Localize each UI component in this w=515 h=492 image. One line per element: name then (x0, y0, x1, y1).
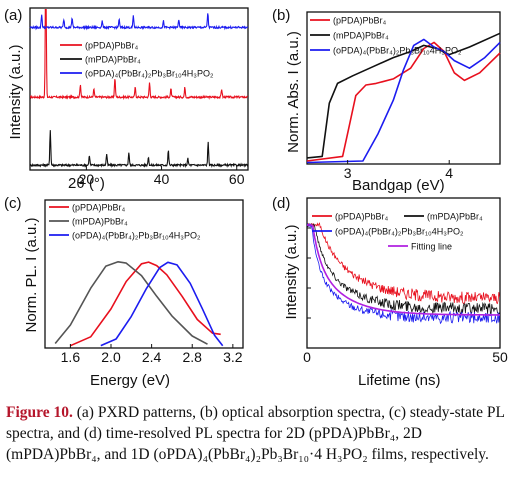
panel-a-x-tick-label: 40 (154, 171, 170, 187)
panel-a-series-line (29, 9, 248, 101)
panel-b-legend-entry: (pPDA)PbBr₄ (333, 16, 387, 26)
panel-c-frame (44, 199, 244, 349)
figure-caption: Figure 10. (a) PXRD patterns, (b) optica… (6, 402, 509, 465)
panel-d-series-line (306, 223, 500, 325)
panel-a-ylabel: Intensity (a.u.) (7, 44, 24, 139)
panel-c-x-tick-label: 3.2 (223, 349, 243, 365)
panel-b-legend-entry: (mPDA)PbBr₄ (333, 31, 389, 41)
panel-b-x-tick-label: 3 (344, 165, 352, 181)
panel-d-legend-entry: Fitting line (411, 242, 452, 252)
panel-b-label: (b) (272, 7, 290, 24)
panel-a-x-tick-label: 60 (229, 171, 245, 187)
panel-b-xlabel: Bandgap (eV) (352, 177, 445, 194)
panel-c-label: (c) (4, 195, 22, 212)
panel-a-frame (29, 7, 249, 171)
panel-d-x-tick-label: 0 (303, 349, 311, 365)
panel-a-legend-entry: (oPDA)₄(PbBr₄)₂Pb₃Br₁₀4H₃PO₂ (85, 69, 214, 79)
panel-a-x-tick-label: 20 (79, 171, 95, 187)
panel-a-label: (a) (4, 7, 22, 24)
panel-c-x-tick-label: 1.6 (61, 349, 81, 365)
panel-d-series-line (307, 224, 500, 316)
panel-d-xlabel: Lifetime (ns) (358, 372, 441, 389)
panel-d-series-line (306, 223, 500, 315)
panel-a-series-line (29, 13, 249, 31)
panel-b-series-line (306, 32, 501, 159)
panel-d-legend-entry: (mPDA)PbBr₄ (427, 212, 483, 222)
panel-b-series-line (306, 41, 501, 162)
caption-label: Figure 10. (6, 404, 73, 421)
panel-b-x-tick-label: 4 (445, 165, 453, 181)
panel-d-x-tick-label: 50 (492, 349, 508, 365)
panel-c-legend-entry: (pPDA)PbBr₄ (72, 203, 126, 213)
caption-text: (a) PXRD patterns, (b) optical absorptio… (6, 404, 505, 463)
panel-c-series-line (100, 261, 224, 347)
panel-c-legend-entry: (oPDA)₄(PbBr₄)₂Pb₃Br₁₀4H₃PO₂ (72, 231, 201, 241)
panel-d-series-line (306, 222, 500, 305)
panel-b-frame (306, 11, 501, 165)
panel-d-frame (306, 197, 501, 349)
panel-c-series-line (70, 261, 221, 347)
panel-c-series-line (54, 260, 208, 345)
panel-b-series-line (306, 38, 501, 164)
panel-a-xlabel: 2θ (°) (68, 175, 105, 192)
panel-d-legend-entry: (pPDA)PbBr₄ (335, 212, 389, 222)
panel-c-xlabel: Energy (eV) (90, 372, 170, 389)
panel-b-ylabel: Norm. Abs. I (a.u.) (285, 31, 302, 153)
panel-c-ylabel: Norm. PL. I (a.u.) (23, 217, 40, 332)
panel-c-x-tick-label: 2.8 (182, 349, 202, 365)
panel-a-series-line (29, 130, 249, 169)
panel-c-x-tick-label: 2.0 (101, 349, 121, 365)
panel-c-x-tick-label: 2.4 (142, 349, 162, 365)
panel-a-legend-entry: (pPDA)PbBr₄ (85, 41, 139, 51)
panel-c-legend-entry: (mPDA)PbBr₄ (72, 217, 128, 227)
panel-a-legend-entry: (mPDA)PbBr₄ (85, 55, 141, 65)
panel-d-legend-entry: (oPDA)₄(PbBr₄)₂Pb₃Br₁₀4H₃PO₂ (335, 227, 464, 237)
panel-b-legend-entry: (oPDA)₄(PbBr₄)₂Pb₃Br₁₀4H₃PO₂ (333, 46, 462, 56)
panel-d-ylabel: Intensity (a.u.) (283, 224, 300, 319)
panel-d-label: (d) (272, 195, 290, 212)
